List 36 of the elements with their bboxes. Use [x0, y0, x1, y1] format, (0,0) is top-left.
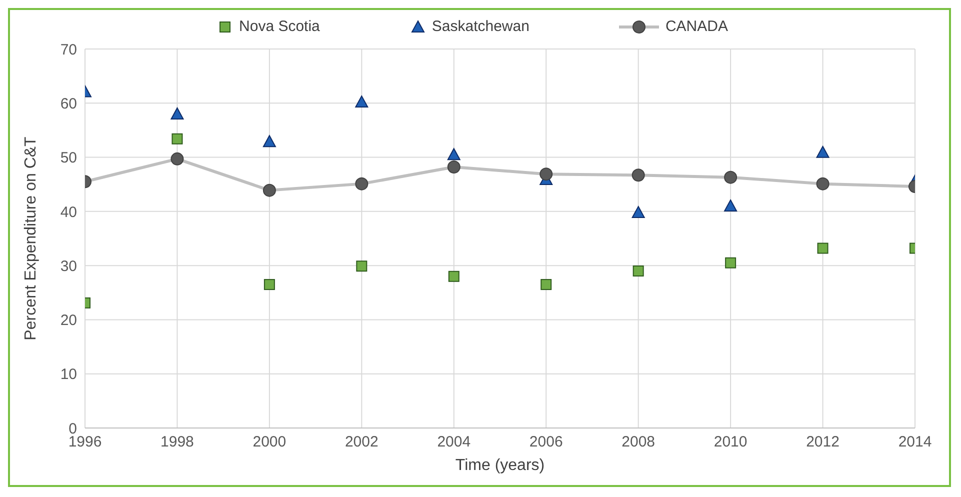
legend-label: Saskatchewan — [432, 18, 530, 35]
x-axis-title: Time (years) — [455, 457, 545, 474]
x-tick-label: 1998 — [160, 434, 194, 451]
x-tick-label: 2000 — [252, 434, 286, 451]
x-tick-label: 2008 — [622, 434, 656, 451]
point — [816, 146, 830, 158]
point — [632, 206, 645, 218]
point — [447, 148, 460, 160]
y-tick-label: 70 — [60, 41, 77, 58]
point — [725, 257, 736, 268]
y-tick-label: 10 — [60, 366, 77, 384]
point — [172, 133, 183, 144]
point — [448, 270, 460, 282]
point — [724, 200, 738, 212]
point — [356, 260, 368, 272]
x-tick-label: 2012 — [806, 434, 840, 451]
y-tick-label: 40 — [60, 204, 77, 221]
x-tick-label: 2004 — [437, 434, 471, 451]
point — [817, 242, 828, 254]
point — [264, 279, 275, 290]
legend-label: Nova Scotia — [239, 18, 320, 35]
x-tick-label: 2010 — [714, 434, 748, 451]
point — [170, 107, 184, 120]
y-tick-label: 60 — [60, 95, 77, 112]
legend-label: CANADA — [665, 18, 728, 35]
x-tick-label: 2002 — [344, 434, 378, 451]
point — [540, 279, 552, 290]
y-tick-label: 50 — [60, 150, 77, 167]
point — [632, 265, 644, 276]
point — [262, 135, 276, 148]
x-tick-label: 2006 — [529, 434, 563, 451]
point — [355, 96, 368, 108]
y-tick-label: 20 — [60, 312, 77, 330]
y-tick-label: 30 — [60, 258, 77, 275]
x-tick-label: 2014 — [898, 434, 932, 451]
y-axis-title: Percent Expenditure on C&T — [22, 136, 40, 340]
